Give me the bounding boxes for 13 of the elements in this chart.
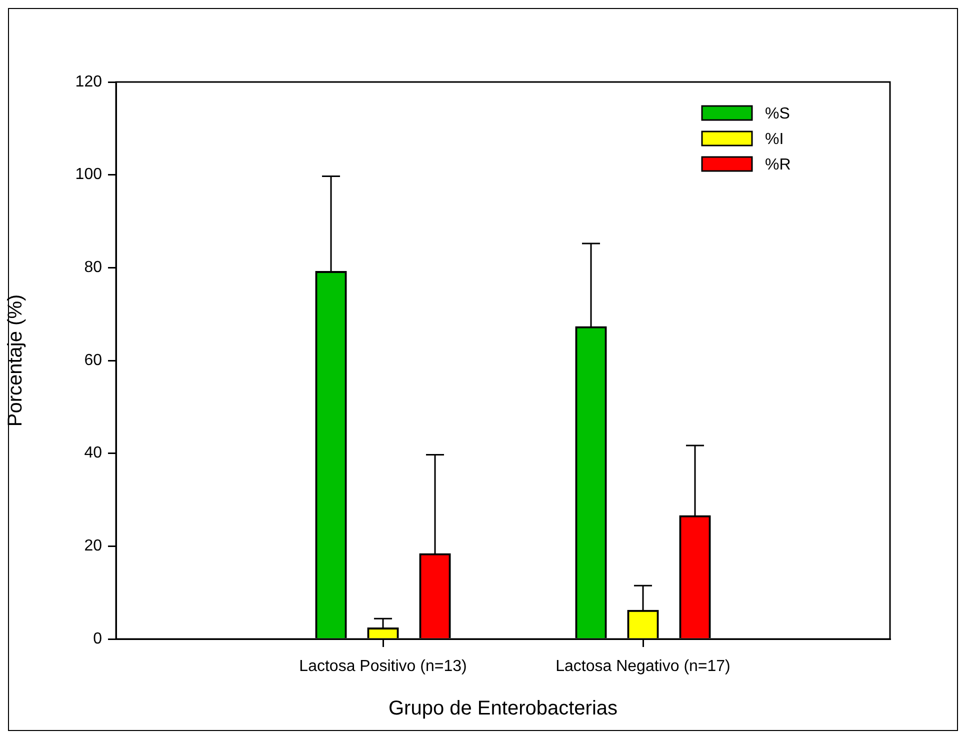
y-tick-label: 80 <box>84 259 102 276</box>
y-tick-label: 60 <box>84 352 102 369</box>
y-tick-label: 40 <box>84 444 102 462</box>
x-tick-label: Lactosa Negativo (n=17) <box>556 658 730 676</box>
y-tick-label: 0 <box>93 630 102 648</box>
y-tick-label: 120 <box>75 73 102 90</box>
y-tick-label: 20 <box>84 538 102 555</box>
legend-label: %I <box>765 130 784 148</box>
y-tick-label: 100 <box>75 166 102 184</box>
x-tick-label: Lactosa Positivo (n=13) <box>299 658 467 676</box>
legend-label: %S <box>765 105 790 122</box>
x-axis-title: Grupo de Enterobacterias <box>388 698 618 720</box>
legend-label: %R <box>765 156 791 174</box>
